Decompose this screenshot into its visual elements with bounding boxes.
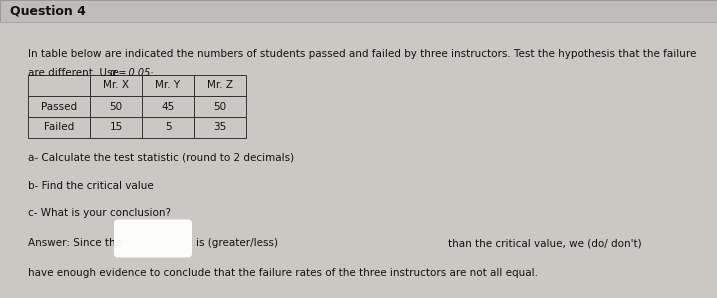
- FancyBboxPatch shape: [114, 220, 192, 257]
- Bar: [142, 96, 194, 117]
- Text: 50: 50: [110, 102, 123, 111]
- Text: Mr. X: Mr. X: [103, 80, 129, 91]
- Bar: [194, 75, 246, 96]
- Text: Answer: Since the: Answer: Since the: [28, 238, 125, 248]
- Bar: [90, 75, 142, 96]
- Text: a- Calculate the test statistic (round to 2 decimals): a- Calculate the test statistic (round t…: [28, 153, 294, 163]
- Bar: [28, 117, 90, 138]
- Bar: [142, 75, 194, 96]
- Text: Passed: Passed: [41, 102, 77, 111]
- Text: are different. Use: are different. Use: [28, 68, 119, 78]
- Text: than the critical value, we (do/ don't): than the critical value, we (do/ don't): [448, 238, 642, 248]
- Text: Mr. Z: Mr. Z: [207, 80, 233, 91]
- Text: Question 4: Question 4: [10, 4, 86, 18]
- Bar: [90, 117, 142, 138]
- Bar: [90, 96, 142, 117]
- Text: 45: 45: [161, 102, 175, 111]
- Text: 50: 50: [214, 102, 227, 111]
- Text: 35: 35: [214, 122, 227, 133]
- Text: In table below are indicated the numbers of students passed and failed by three : In table below are indicated the numbers…: [28, 49, 696, 59]
- Text: 15: 15: [110, 122, 123, 133]
- Text: is (greater/less): is (greater/less): [196, 238, 278, 248]
- Text: Mr. Y: Mr. Y: [156, 80, 181, 91]
- Bar: [28, 75, 90, 96]
- Bar: [194, 117, 246, 138]
- Bar: [194, 96, 246, 117]
- Bar: [0, 0, 717, 22]
- Text: Failed: Failed: [44, 122, 74, 133]
- Text: have enough evidence to conclude that the failure rates of the three instructors: have enough evidence to conclude that th…: [28, 268, 538, 278]
- Text: c- What is your conclusion?: c- What is your conclusion?: [28, 208, 171, 218]
- Text: 5: 5: [165, 122, 171, 133]
- Bar: [142, 117, 194, 138]
- Bar: [28, 96, 90, 117]
- Text: b- Find the critical value: b- Find the critical value: [28, 181, 153, 191]
- Text: α = 0.05·: α = 0.05·: [110, 68, 154, 78]
